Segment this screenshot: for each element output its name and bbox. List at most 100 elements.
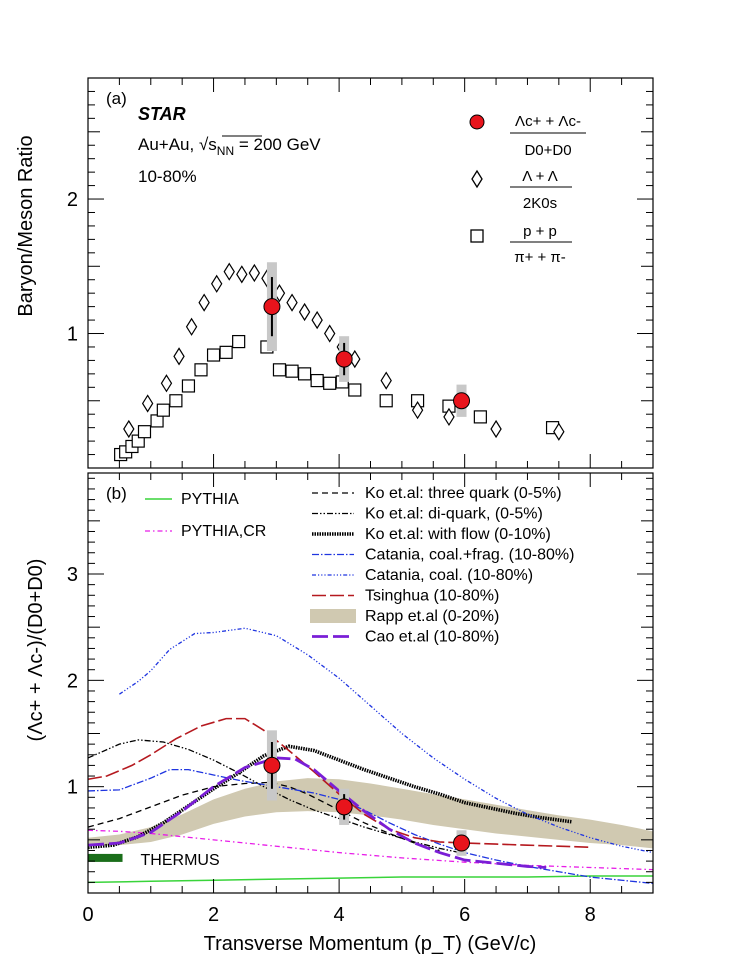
lambda-kaon-point [123,419,135,439]
panel-b-thermus: THERMUS [88,852,220,869]
curve-catania-coal-10-80 [119,627,654,854]
proton-pion-point [232,334,246,349]
panel-b-data-points [263,730,471,856]
panel-a-proton-pion-points [114,334,560,462]
lambda-kaon-point [173,347,185,366]
b-xtick-label: 0 [82,904,93,926]
thermus-label: THERMUS [141,852,220,869]
legend-proton-numerator: p + p [523,223,557,240]
system-energy: = 200 GeV [234,135,321,154]
a-ytick-label: 1 [67,324,78,346]
proton-pion-point [206,348,221,362]
panel-a: 12 (a) STAR Au+Au, √sNN = 200 GeV 10-80%… [15,77,654,469]
proton-pion-point [194,363,208,377]
lambda-kaon-point [223,262,235,281]
legend-lambdac-denominator: D0+D0 [524,142,571,159]
lambdac-point [263,298,281,316]
lambda-kaon-point [490,419,502,439]
lambda-kaon-point [298,302,311,322]
lambda-kaon-point [311,310,323,330]
lambda-kaon-point [443,407,455,427]
legend-label-catania-coal-10-80: Catania, coal. (10-80%) [365,567,533,584]
thermus-bar [88,853,123,862]
b-xtick-label: 4 [334,904,345,926]
proton-pion-point [156,403,170,417]
lambda-kaon-point [160,374,173,393]
legend-marker-lambda [471,169,483,189]
legend-label-pythia-cr: PYTHIA,CR [181,523,266,540]
lambda-kaon-point [210,274,223,293]
system-subscript: NN [217,144,234,158]
panel-b-ylabel: (Λc+ + Λc-)/(D0+D0) [25,559,47,742]
legend-label-ko-et-al-di-quark-0-5: Ko et.al: di-quark, (0-5%) [365,506,543,523]
b-xtick-label: 2 [208,904,219,926]
panel-b-label: (b) [106,484,127,503]
curve-cao-et-al-10-80 [87,756,547,869]
legend-label-catania-coal-frag-10-80: Catania, coal.+frag. (10-80%) [365,547,574,564]
lambda-kaon-point [185,317,198,336]
proton-pion-point [272,363,287,377]
lambda-kaon-point [380,371,392,390]
proton-pion-point [310,373,324,388]
system-label: Au+Au, √sNN = 200 GeV [138,135,321,158]
legend-marker-lambdac [469,114,485,130]
legend-swatch-rapp [310,609,356,623]
legend-label-cao-et-al-10-80: Cao et.al (10-80%) [365,629,499,646]
proton-pion-point [285,364,299,378]
proton-pion-point [137,425,152,439]
legend-label-ko-et-al-with-flow-0-10: Ko et.al: with flow (0-10%) [365,526,551,543]
proton-pion-point [473,410,487,424]
x-axis-title: Transverse Momentum (p_T) (GeV/c) [204,933,537,955]
proton-pion-point [169,394,183,408]
curve-tsinghua-10-80 [87,717,591,849]
b-ytick-label: 1 [67,777,78,799]
panel-b: THERMUS 1 2 3 0 2 4 6 8 (b) PYTHIA PYTHIA,CR Ko e… [25,472,654,926]
lambda-kaon-point [141,394,154,413]
legend-label-ko-et-al-three-quark-0-5: Ko et.al: three quark (0-5%) [365,485,562,502]
legend-marker-proton [470,229,484,243]
panel-a-ticks: 12 [67,77,654,469]
proton-pion-point [219,345,233,359]
panel-b-ticks: 1 2 3 0 2 4 6 8 [67,473,654,926]
b-ytick-label: 3 [67,564,78,586]
panel-b-model-curves [87,627,654,885]
panel-b-legend: PYTHIA PYTHIA,CR Ko et.al: three quark (0-… [145,485,574,646]
legend-proton-denominator: π+ + π- [514,249,566,266]
b-xtick-label: 8 [585,904,596,926]
lambda-kaon-point [248,263,261,283]
lambda-kaon-point [236,265,248,284]
lambdac-point [263,756,281,774]
centrality-label: 10-80% [138,167,197,186]
panel-a-lambdac-d0-points [263,262,471,417]
system-text: Au+Au, √s [138,135,217,154]
proton-pion-point [181,379,196,393]
star-title: STAR [138,104,186,124]
lambda-kaon-point [411,401,424,420]
lambda-kaon-point [286,293,298,312]
proton-pion-point [379,394,393,408]
curve-pythia-cr [87,829,654,871]
lambdac-point [335,798,353,816]
legend-label-rapp: Rapp et.al (0-20%) [365,608,499,625]
proton-pion-point [348,383,362,397]
lambdac-point [453,834,471,852]
panel-a-legend: Λc+ + Λc- D0+D0 Λ + Λ 2K0s p + p π+ + π- [469,113,586,266]
proton-pion-point [297,367,312,381]
panel-a-label: (a) [106,89,127,108]
lambda-kaon-point [553,422,565,441]
legend-label-pythia: PYTHIA [181,491,239,508]
legend-lambda-denominator: 2K0s [523,195,557,212]
lambda-kaon-point [323,324,336,343]
lambda-kaon-point [198,293,210,312]
panel-a-ylabel: Baryon/Meson Ratio [15,135,37,316]
legend-lambda-numerator: Λ + Λ [522,168,557,185]
legend-lambdac-numerator: Λc+ + Λc- [515,113,581,130]
lambdac-point [335,350,353,368]
proton-pion-point [323,376,337,390]
legend-label-tsinghua-10-80: Tsinghua (10-80%) [365,588,499,605]
lambdac-point [453,392,471,410]
b-xtick-label: 6 [459,904,470,926]
panel-a-lambda-kaon-points [123,262,565,441]
b-ytick-label: 2 [67,670,78,692]
